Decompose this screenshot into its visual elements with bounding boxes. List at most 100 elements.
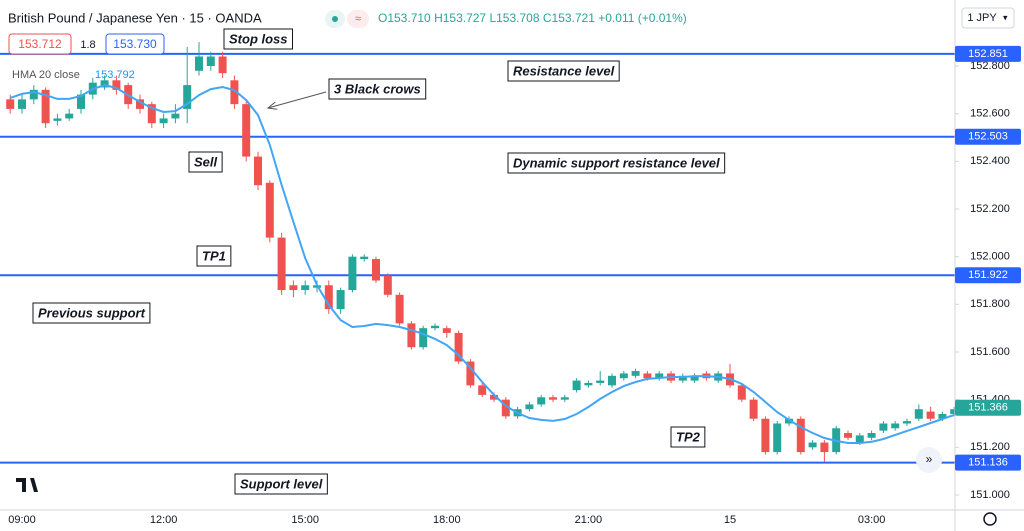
annotation-box bbox=[32, 302, 151, 324]
candle-body bbox=[855, 435, 864, 443]
status-icon[interactable] bbox=[347, 10, 369, 28]
candle-body bbox=[926, 411, 935, 419]
settings-icon[interactable] bbox=[983, 512, 997, 526]
x-tick-label: 03:00 bbox=[858, 514, 886, 526]
candle-body bbox=[950, 409, 955, 414]
candle-body bbox=[372, 259, 380, 281]
level-tag bbox=[955, 45, 1021, 62]
candle-body bbox=[737, 385, 746, 400]
candle-body bbox=[407, 323, 416, 348]
level-tag bbox=[955, 128, 1021, 145]
candle-body bbox=[678, 375, 687, 381]
candle-body bbox=[77, 94, 85, 109]
candle-body bbox=[655, 373, 664, 379]
chart-title: British Pound / Japanese Yen · 15 · OAND… bbox=[8, 10, 262, 25]
candle-body bbox=[501, 399, 510, 417]
candle-body bbox=[348, 256, 357, 291]
tv-logo bbox=[10, 470, 44, 500]
x-tick-label: 09:00 bbox=[8, 514, 36, 526]
level-label: 151.922 bbox=[968, 269, 1008, 281]
candle-body bbox=[525, 404, 534, 410]
annotation: 3 Black crows bbox=[334, 81, 421, 96]
candle-body bbox=[431, 325, 439, 329]
candle-body bbox=[478, 385, 487, 395]
candle-body bbox=[490, 394, 498, 400]
candle-body bbox=[147, 104, 156, 124]
candle-body bbox=[537, 397, 546, 405]
candle-body bbox=[136, 99, 144, 109]
annotation-box bbox=[196, 245, 232, 267]
candle-body bbox=[796, 418, 805, 453]
candle-body bbox=[324, 285, 333, 310]
candle-body bbox=[914, 409, 923, 419]
annotation-box bbox=[223, 28, 294, 50]
scroll-icon: » bbox=[926, 452, 933, 466]
candle-body bbox=[773, 423, 782, 453]
candle-body bbox=[549, 397, 557, 400]
candle-body bbox=[749, 399, 758, 419]
annotation-box bbox=[507, 152, 726, 174]
annotation-box bbox=[507, 60, 620, 82]
x-tick-label: 15 bbox=[724, 514, 736, 526]
buy-button[interactable] bbox=[105, 33, 165, 55]
candle-body bbox=[608, 375, 616, 386]
annotation: TP1 bbox=[202, 248, 226, 263]
candle-body bbox=[643, 373, 652, 379]
candle-body bbox=[159, 118, 168, 124]
legend-hma-value: 153.792 bbox=[95, 69, 135, 81]
candle-body bbox=[560, 397, 569, 400]
annotation-arrow bbox=[268, 91, 327, 108]
scroll-button[interactable] bbox=[916, 447, 942, 473]
candle-body bbox=[631, 371, 640, 376]
spread: 1.8 bbox=[80, 39, 95, 51]
candle-body bbox=[572, 380, 581, 391]
candle-body bbox=[183, 85, 192, 109]
candle-body bbox=[867, 433, 876, 438]
currency-button[interactable] bbox=[961, 7, 1015, 29]
candle-body bbox=[6, 99, 15, 109]
annotation-box bbox=[234, 473, 328, 495]
candle-body bbox=[100, 80, 109, 88]
last-price-label: 151.366 bbox=[968, 402, 1008, 414]
candle-body bbox=[171, 113, 180, 119]
candle-body bbox=[53, 118, 62, 121]
candle-body bbox=[265, 182, 274, 238]
candle-body bbox=[254, 156, 262, 186]
candle-body bbox=[690, 375, 699, 381]
currency-caret: ▾ bbox=[1003, 12, 1008, 22]
level-tag bbox=[955, 454, 1021, 471]
candle-body bbox=[619, 373, 628, 379]
y-tick-label: 152.400 bbox=[970, 155, 1010, 167]
y-tick-label: 152.200 bbox=[970, 203, 1010, 215]
annotation: Sell bbox=[194, 154, 218, 169]
annotations: Stop loss Resistance level 3 Black crows Se… bbox=[32, 28, 726, 495]
candle-body bbox=[785, 418, 793, 424]
ohlc-open: O153.710 bbox=[378, 11, 431, 25]
annotation-box bbox=[328, 78, 427, 100]
annotation: Previous support bbox=[38, 305, 146, 320]
candle-body bbox=[336, 290, 345, 310]
y-tick-label: 151.000 bbox=[970, 489, 1010, 501]
candle-body bbox=[820, 442, 829, 453]
candle-body bbox=[419, 328, 428, 348]
candle-body bbox=[289, 285, 298, 291]
candle-body bbox=[277, 237, 286, 291]
candle-body bbox=[18, 99, 26, 109]
sell-button[interactable] bbox=[8, 33, 72, 55]
annotation: Support level bbox=[240, 476, 323, 491]
y-tick-label: 152.600 bbox=[970, 108, 1010, 120]
annotation: Dynamic support resistance level bbox=[513, 155, 720, 170]
ohlc-low: L153.708 bbox=[489, 11, 539, 25]
annotation: Stop loss bbox=[229, 31, 288, 46]
candle-body bbox=[65, 113, 74, 119]
legend-hma: HMA 20 close bbox=[12, 69, 80, 81]
y-tick-label: 151.200 bbox=[970, 441, 1010, 453]
candle-body bbox=[442, 328, 451, 333]
candle-body bbox=[41, 89, 50, 124]
candle-body bbox=[879, 423, 888, 431]
y-tick-label: 151.600 bbox=[970, 346, 1010, 358]
level-label: 152.851 bbox=[968, 48, 1008, 60]
candle-body bbox=[395, 294, 404, 324]
annotation-box bbox=[188, 151, 223, 173]
